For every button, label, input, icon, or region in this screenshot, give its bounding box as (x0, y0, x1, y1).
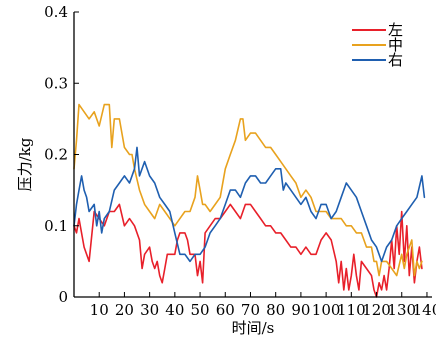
x-tick-label: 140 (413, 301, 436, 319)
x-tick-label: 30 (140, 301, 159, 319)
series-line-2 (73, 103, 423, 277)
x-tick-label: 120 (362, 301, 391, 319)
x-axis-title: 时间/s (232, 319, 275, 337)
x-tick-label: 50 (191, 301, 210, 319)
y-tick-label: 0 (58, 288, 68, 306)
series-line-3 (73, 146, 426, 263)
x-tick-label: 110 (337, 301, 366, 319)
x-tick-label: 130 (387, 301, 416, 319)
x-tick-label: 20 (115, 301, 134, 319)
y-ticks: 0 0.1 0.2 0.3 0.4 (44, 3, 79, 306)
legend-label-2: 中 (388, 36, 403, 54)
x-tick-label: 10 (90, 301, 109, 319)
x-tick-label: 60 (216, 301, 235, 319)
x-tick-label: 80 (266, 301, 285, 319)
legend-label-1: 左 (388, 21, 403, 39)
x-tick-label: 70 (241, 301, 260, 319)
y-axis-title: 压力/kg (16, 137, 34, 191)
y-tick-label: 0.3 (44, 74, 68, 92)
x-tick-label: 90 (291, 301, 310, 319)
legend: 左中右 (352, 21, 403, 69)
series-lines (73, 103, 426, 298)
series-line-1 (73, 203, 423, 298)
x-tick-label: 100 (312, 301, 341, 319)
y-tick-label: 0.1 (44, 217, 68, 235)
legend-label-3: 右 (388, 51, 403, 69)
x-tick-label: 40 (165, 301, 184, 319)
y-tick-label: 0.4 (44, 3, 68, 21)
y-tick-label: 0.2 (44, 146, 68, 164)
